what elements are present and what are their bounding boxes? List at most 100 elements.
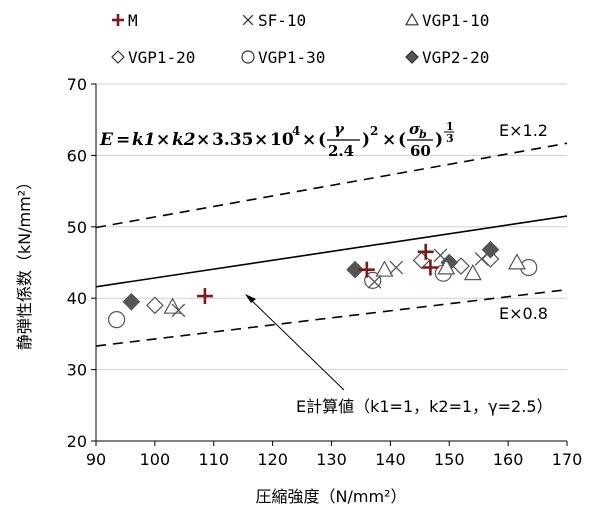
calc-label: E計算値（k1=1，k2=1，γ=2.5） (296, 397, 553, 416)
point-3-0 (146, 296, 164, 315)
point-0-1 (358, 261, 375, 278)
legend-label-2: VGP1-10 (422, 11, 489, 30)
legend-label-1: SF-10 (258, 11, 306, 30)
svg-text:(: ( (318, 130, 326, 150)
legend-marker-2-shape (404, 12, 420, 26)
point-2-1-shape (375, 260, 394, 277)
svg-text:10: 10 (270, 130, 294, 150)
y-tick-label-50: 50 (67, 218, 87, 237)
calc-arrow (245, 294, 345, 391)
point-1-1-b (367, 274, 382, 289)
x-tick-label-170: 170 (552, 450, 583, 469)
point-2-4-shape (507, 253, 526, 270)
svg-text:×: × (156, 130, 170, 150)
y-axis-title: 静弾性係数（kN/mm²） (15, 174, 34, 350)
point-0-3 (422, 259, 439, 276)
point-2-3-shape (463, 263, 482, 281)
svg-text:γ: γ (334, 120, 345, 138)
svg-text:): ) (362, 130, 370, 150)
point-3-1 (412, 251, 431, 270)
point-1-1 (367, 274, 382, 289)
legend-marker-1 (242, 14, 254, 26)
point-0-0 (196, 288, 213, 305)
point-4-0 (108, 311, 126, 329)
point-1-3-b (433, 248, 448, 263)
svg-text:σ: σ (409, 120, 421, 138)
point-1-4-b (474, 252, 489, 266)
curve-0 (95, 142, 568, 229)
point-2-3 (463, 263, 482, 281)
y-tick-label-60: 60 (67, 146, 87, 165)
point-5-0 (122, 292, 141, 311)
svg-text:×: × (302, 130, 316, 150)
lower-curve-label: E×0.8 (499, 304, 548, 323)
y-tick-label-20: 20 (67, 432, 87, 451)
svg-text:60: 60 (410, 142, 431, 160)
point-2-2 (437, 258, 456, 275)
svg-text:3.35: 3.35 (212, 130, 253, 150)
point-1-2 (389, 260, 404, 275)
legend-label-5: VGP2-20 (422, 48, 489, 67)
x-tick-label-150: 150 (434, 450, 465, 469)
svg-text:2.4: 2.4 (328, 142, 354, 160)
legend-marker-1-b (242, 14, 254, 26)
upper-curve-label: E×1.2 (499, 121, 548, 140)
legend-marker-4 (241, 50, 255, 64)
x-axis-title: 圧縮強度（N/mm²） (256, 487, 407, 506)
svg-text:×: × (196, 130, 210, 150)
legend: M SF-10 VGP1-10 VGP1-20 VGP1-30 VGP2-20 (111, 11, 489, 67)
svg-text:1: 1 (446, 120, 454, 133)
svg-text:×: × (382, 130, 396, 150)
point-2-1 (375, 260, 394, 277)
point-5-3-shape (481, 240, 500, 259)
svg-text:×: × (254, 130, 268, 150)
svg-text:2: 2 (370, 124, 378, 138)
point-1-3 (433, 248, 448, 263)
legend-label-0: M (128, 11, 138, 30)
point-0-2 (417, 243, 434, 260)
x-tick-label-100: 100 (140, 450, 171, 469)
legend-marker-2 (404, 12, 420, 26)
y-tick-label-30: 30 (67, 361, 87, 380)
legend-marker-5 (405, 50, 419, 64)
y-tick-label-70: 70 (67, 75, 87, 94)
x-tick-label-130: 130 (316, 450, 347, 469)
curve-1 (95, 215, 568, 288)
point-1-4 (474, 252, 489, 266)
model-curves (95, 142, 568, 347)
legend-marker-0 (112, 14, 124, 26)
curve-2 (95, 288, 568, 347)
point-2-2-shape (437, 258, 456, 275)
svg-text:b: b (419, 128, 427, 141)
data-points (108, 240, 538, 329)
legend-label-3: VGP1-20 (128, 48, 195, 67)
point-1-2-b (389, 260, 404, 275)
point-5-1-shape (346, 260, 364, 279)
point-5-0-shape (122, 292, 141, 311)
point-4-0-shape (108, 311, 126, 329)
svg-text:=: = (116, 130, 130, 150)
svg-text:k2: k2 (172, 130, 196, 150)
svg-text:3: 3 (446, 132, 454, 145)
svg-text:4: 4 (292, 124, 300, 138)
grid-lines (96, 83, 567, 371)
point-1-0-b (171, 303, 186, 318)
legend-marker-3 (111, 50, 125, 64)
point-2-0-shape (163, 297, 182, 314)
legend-marker-5-shape (405, 50, 419, 64)
legend-marker-4-shape (241, 50, 255, 64)
formula-annotation: E = k1 × k2 × 3.35 × 10 4 × ( γ 2.4 ) 2 … (99, 120, 454, 160)
point-3-1-shape (412, 251, 431, 270)
x-tick-label-140: 140 (375, 450, 406, 469)
x-tick-label-160: 160 (493, 450, 524, 469)
point-5-1 (346, 260, 364, 279)
x-tick-label-120: 120 (257, 450, 288, 469)
svg-text:(: ( (398, 130, 406, 150)
point-5-3 (481, 240, 500, 259)
point-1-0 (171, 303, 186, 318)
x-tick-label-110: 110 (198, 450, 229, 469)
x-tick-label-90: 90 (86, 450, 106, 469)
legend-marker-3-shape (111, 50, 125, 64)
